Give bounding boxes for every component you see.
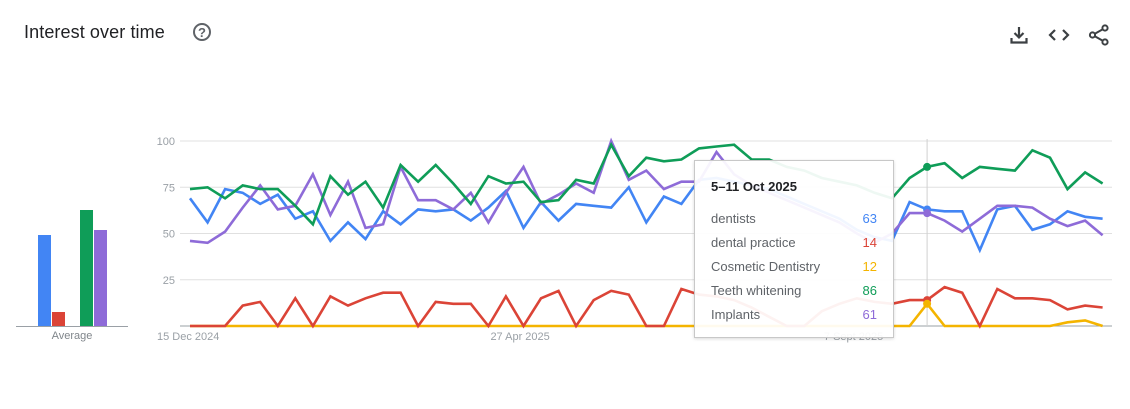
series-line[interactable]: [190, 301, 1103, 328]
average-axis: [16, 326, 128, 327]
y-tick-label: 75: [163, 182, 175, 194]
average-bar[interactable]: [94, 230, 107, 326]
download-icon: [1010, 27, 1028, 44]
tooltip-row: Teeth whitening 86: [711, 279, 877, 303]
hover-point: [923, 209, 932, 218]
tooltip-term: Implants: [711, 307, 761, 322]
series-line[interactable]: [189, 137, 1104, 245]
tooltip-date: 5–11 Oct 2025: [711, 179, 798, 194]
y-tick-label: 100: [157, 136, 175, 148]
hover-point: [923, 299, 932, 308]
tooltip-row: dental practice 14: [711, 231, 877, 255]
download-button[interactable]: [1006, 22, 1032, 48]
share-icon: [1088, 24, 1109, 46]
tooltip-row: Cosmetic Dentistry 12: [711, 255, 877, 279]
average-label: Average: [51, 330, 93, 342]
tooltip-row: Implants 61: [711, 303, 877, 327]
hover-point: [923, 162, 932, 171]
average-bar[interactable]: [38, 234, 51, 326]
tooltip-value: 12: [862, 259, 877, 274]
tooltip-term: dentists: [711, 211, 756, 226]
tooltip-term: Cosmetic Dentistry: [711, 259, 821, 274]
section-title: Interest over time: [24, 22, 165, 42]
help-circle-icon[interactable]: ?: [193, 23, 211, 41]
tooltip-value: 14: [862, 235, 877, 250]
share-button[interactable]: [1086, 22, 1112, 48]
chart-actions: [1006, 22, 1112, 48]
embed-button[interactable]: [1046, 22, 1072, 48]
code-icon: [1048, 29, 1070, 41]
tooltip-value: 63: [862, 211, 877, 226]
tooltip-value: 61: [862, 307, 877, 322]
average-bar[interactable]: [80, 210, 93, 326]
tooltip-row: dentists 63: [711, 207, 877, 231]
y-tick-label: 25: [163, 275, 175, 287]
average-bar[interactable]: [52, 311, 65, 326]
x-tick-label: 15 Dec 2024: [157, 331, 219, 343]
hover-tooltip: 5–11 Oct 2025 dentists 63 dental practice 1…: [694, 160, 894, 338]
series-line[interactable]: [188, 176, 1103, 254]
y-tick-label: 50: [163, 229, 175, 241]
tooltip-term: dental practice: [711, 235, 796, 250]
tooltip-value: 86: [862, 283, 877, 298]
series-line[interactable]: [190, 285, 1103, 329]
x-tick-label: 27 Apr 2025: [490, 331, 549, 343]
tooltip-term: Teeth whitening: [711, 283, 802, 298]
average-bars: Average: [16, 140, 130, 342]
series-line[interactable]: [189, 141, 1104, 227]
